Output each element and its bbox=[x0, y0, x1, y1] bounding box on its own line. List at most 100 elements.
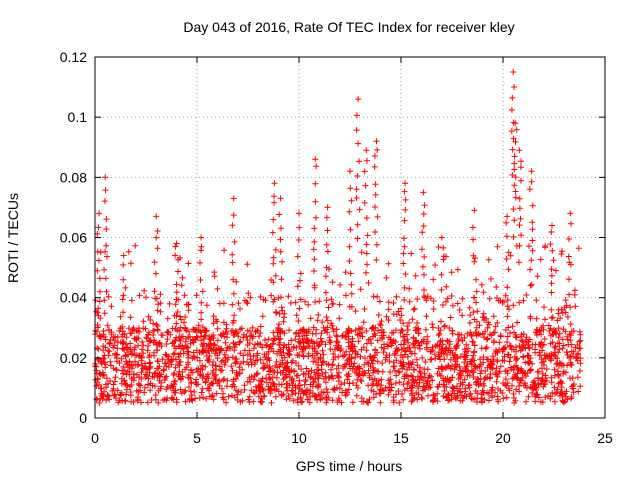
data-point bbox=[422, 294, 429, 301]
data-point bbox=[138, 375, 145, 382]
data-point bbox=[548, 374, 555, 381]
data-point bbox=[370, 357, 377, 364]
data-point bbox=[290, 397, 297, 404]
data-point bbox=[356, 330, 363, 337]
data-point bbox=[322, 341, 329, 348]
data-point bbox=[163, 352, 170, 359]
data-point bbox=[399, 391, 406, 397]
data-point bbox=[254, 357, 261, 363]
data-point bbox=[517, 215, 524, 222]
data-point bbox=[385, 391, 392, 398]
data-point bbox=[497, 332, 504, 339]
data-point bbox=[292, 336, 299, 343]
data-point bbox=[355, 338, 362, 345]
data-point bbox=[535, 394, 542, 401]
data-point bbox=[164, 329, 171, 336]
data-point bbox=[127, 392, 134, 399]
data-point bbox=[272, 246, 279, 253]
data-point bbox=[139, 346, 145, 353]
data-point bbox=[187, 375, 194, 382]
data-point bbox=[135, 394, 141, 401]
data-point bbox=[235, 333, 242, 340]
data-point bbox=[234, 391, 241, 398]
data-point bbox=[253, 371, 260, 378]
data-point bbox=[236, 339, 243, 346]
data-point bbox=[238, 389, 244, 396]
data-point bbox=[267, 383, 274, 390]
data-point bbox=[126, 369, 133, 375]
data-point bbox=[307, 387, 314, 394]
data-point bbox=[559, 391, 566, 398]
data-point bbox=[268, 399, 275, 406]
data-point bbox=[102, 248, 109, 255]
data-point bbox=[93, 308, 100, 315]
data-point bbox=[537, 256, 544, 263]
data-point bbox=[391, 363, 398, 370]
data-point bbox=[441, 322, 448, 329]
data-point bbox=[315, 311, 322, 318]
data-point bbox=[362, 182, 369, 189]
data-point bbox=[504, 297, 511, 304]
data-point bbox=[348, 281, 355, 288]
data-point bbox=[311, 392, 318, 399]
data-point bbox=[175, 296, 182, 303]
data-point bbox=[212, 376, 219, 383]
data-point bbox=[502, 376, 509, 383]
data-point bbox=[150, 320, 157, 327]
data-point bbox=[250, 345, 257, 352]
data-points bbox=[92, 69, 584, 406]
data-point bbox=[361, 306, 368, 312]
data-point bbox=[417, 369, 424, 376]
data-point bbox=[555, 380, 562, 387]
data-point bbox=[470, 309, 477, 316]
data-point bbox=[161, 377, 168, 383]
data-point bbox=[213, 390, 220, 397]
data-point bbox=[511, 182, 518, 189]
data-point bbox=[494, 319, 501, 326]
data-point bbox=[239, 366, 246, 373]
data-point bbox=[317, 335, 324, 342]
data-point bbox=[363, 328, 370, 334]
data-point bbox=[130, 371, 137, 377]
data-point bbox=[361, 369, 368, 376]
data-point bbox=[361, 168, 368, 175]
data-point bbox=[231, 347, 238, 354]
data-point bbox=[348, 328, 355, 335]
data-point bbox=[247, 294, 254, 301]
data-point bbox=[547, 241, 554, 248]
data-point bbox=[511, 353, 518, 360]
data-point bbox=[295, 318, 302, 324]
data-point bbox=[162, 360, 169, 367]
data-point bbox=[478, 345, 485, 352]
chart-title: Day 043 of 2016, Rate Of TEC Index for r… bbox=[183, 19, 514, 35]
data-point bbox=[475, 376, 482, 383]
data-point bbox=[472, 363, 479, 369]
data-point bbox=[492, 323, 499, 330]
data-point bbox=[101, 198, 108, 205]
data-point bbox=[270, 279, 277, 286]
data-point bbox=[526, 360, 532, 367]
data-point bbox=[264, 362, 271, 369]
data-point bbox=[370, 293, 377, 300]
data-point bbox=[542, 372, 549, 379]
data-point bbox=[414, 396, 421, 403]
data-point bbox=[506, 306, 512, 313]
data-point bbox=[371, 163, 378, 170]
data-point bbox=[474, 308, 481, 315]
data-point bbox=[487, 331, 493, 338]
data-point bbox=[137, 382, 144, 389]
data-point bbox=[211, 341, 217, 348]
data-point bbox=[147, 387, 154, 394]
data-point bbox=[181, 389, 188, 395]
data-point bbox=[535, 381, 542, 388]
data-point bbox=[204, 302, 210, 309]
data-point bbox=[420, 377, 427, 384]
data-point bbox=[449, 327, 456, 334]
data-point bbox=[158, 332, 165, 338]
data-point bbox=[132, 242, 139, 249]
data-point bbox=[467, 329, 474, 336]
data-point bbox=[199, 288, 206, 295]
data-point bbox=[514, 319, 521, 326]
data-point bbox=[145, 331, 151, 338]
data-point bbox=[98, 359, 105, 365]
